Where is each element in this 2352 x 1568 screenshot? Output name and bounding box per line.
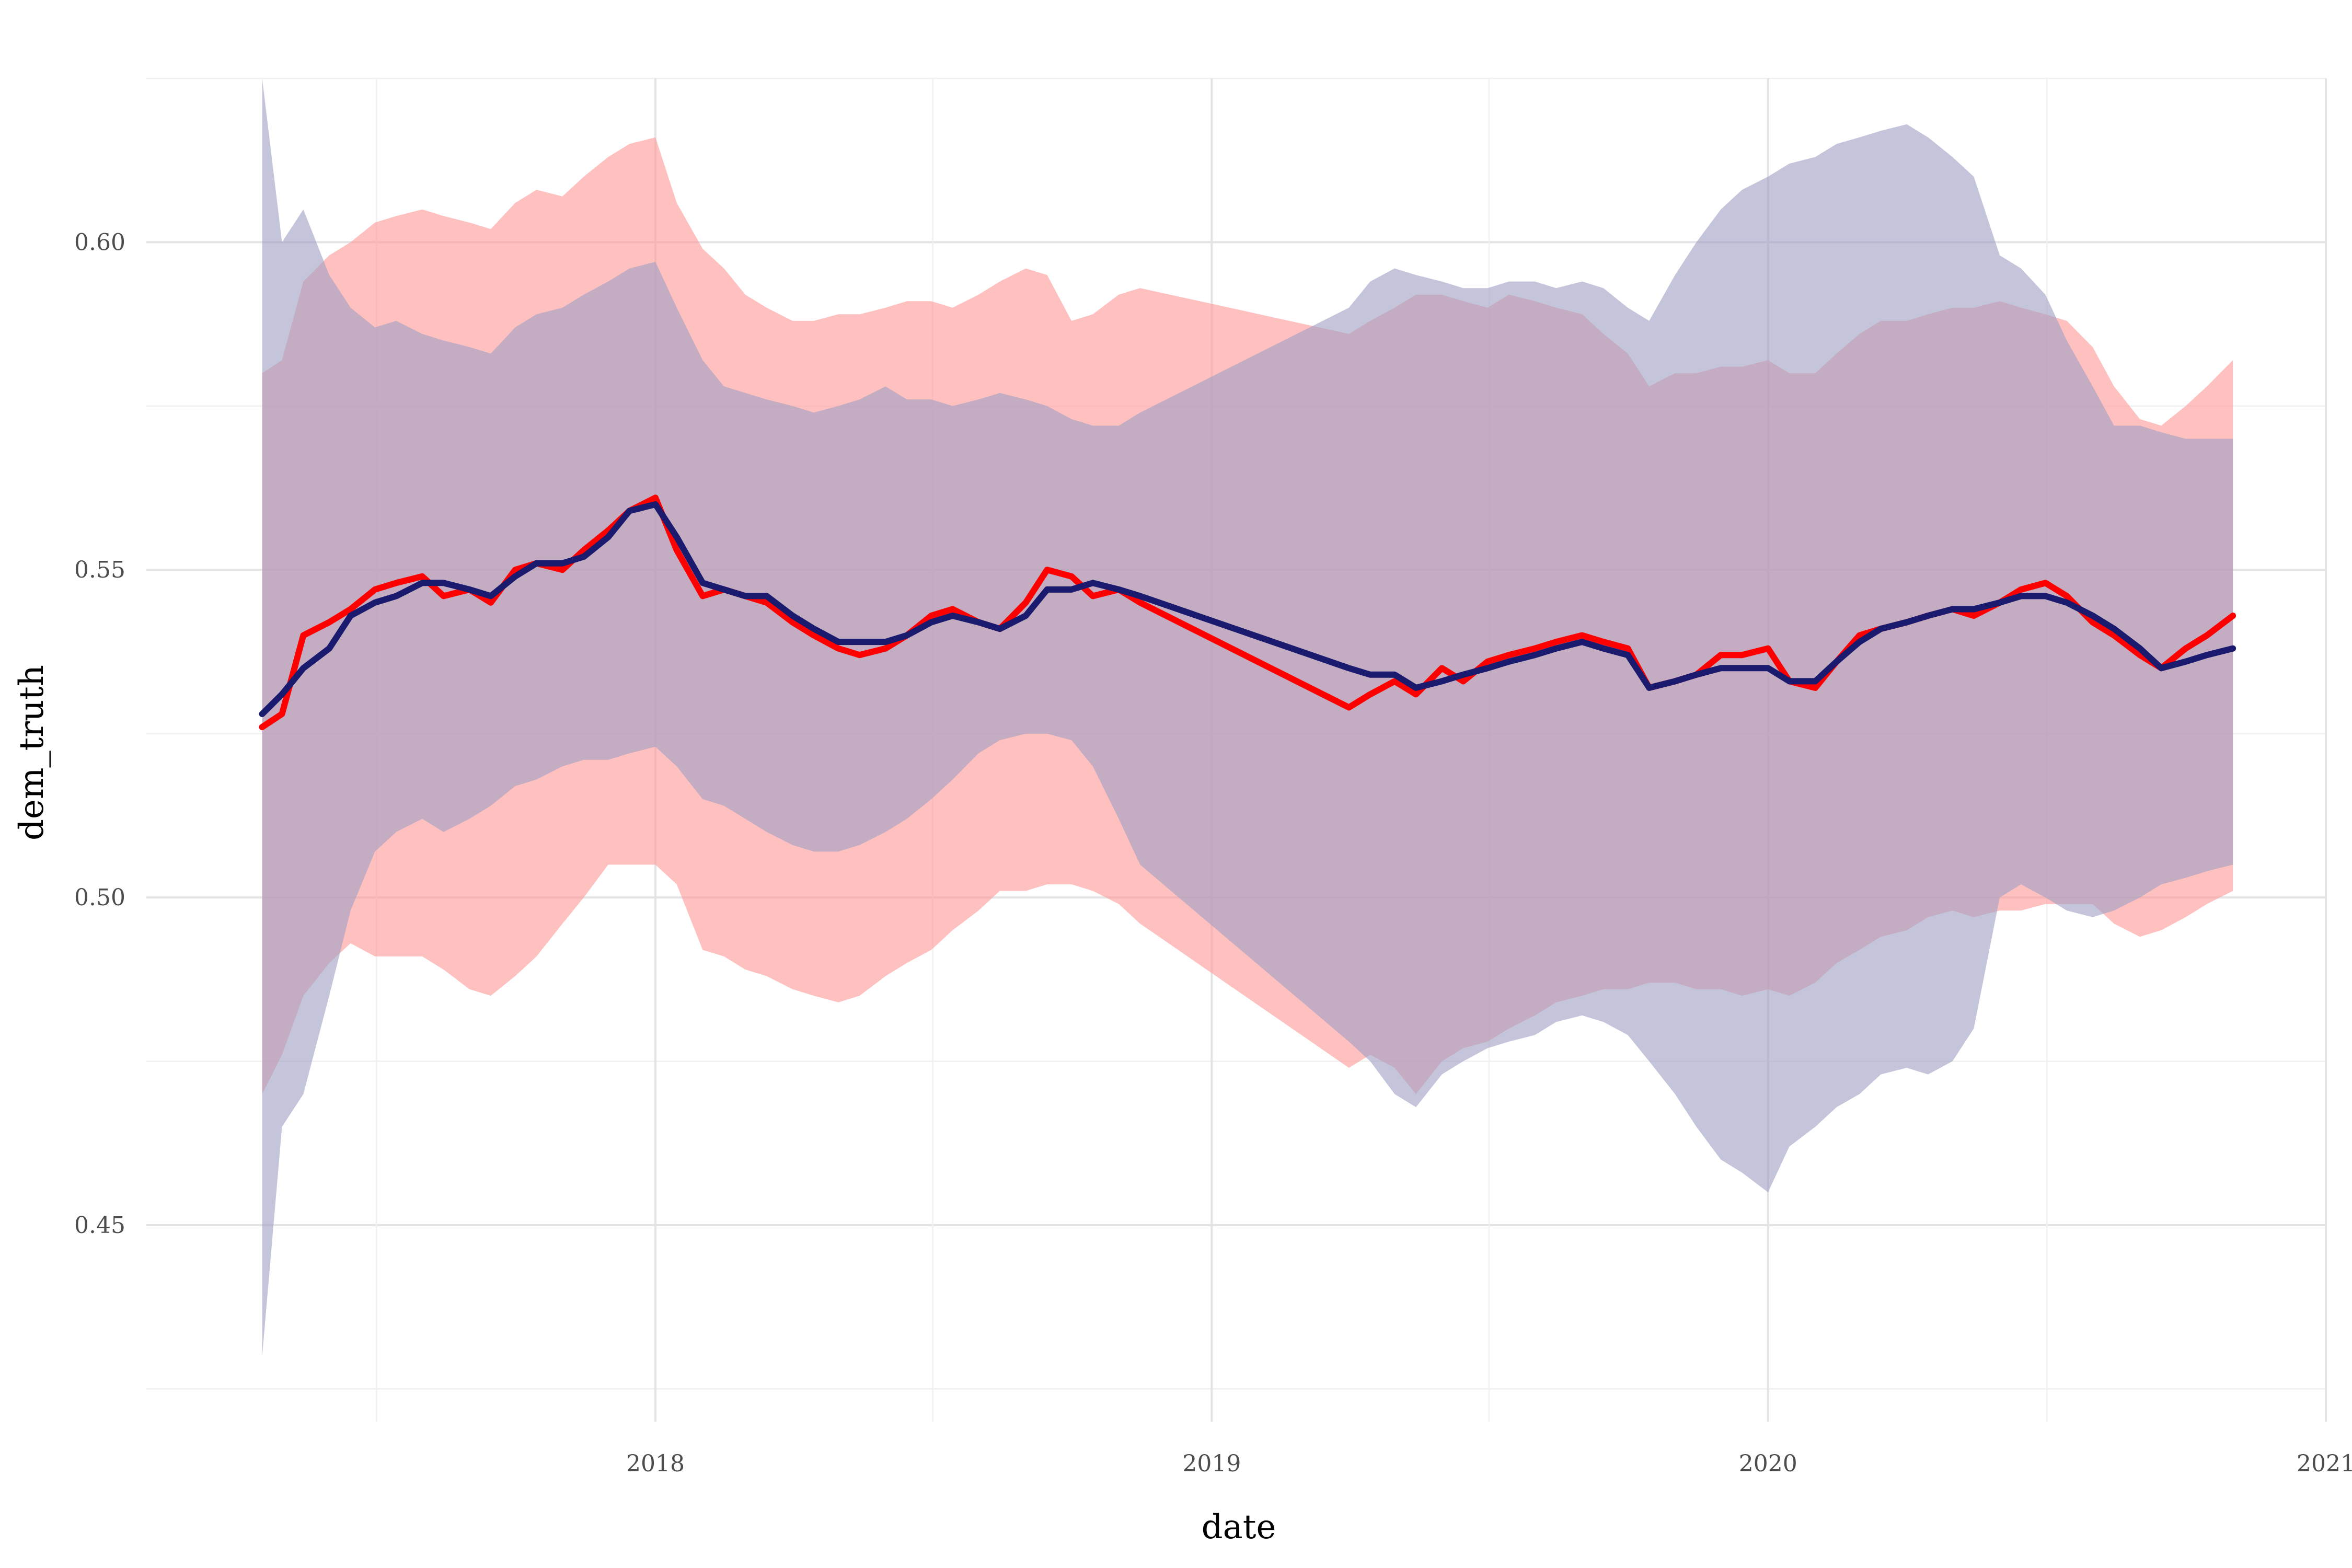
x-tick-label: 2018 <box>626 1450 685 1477</box>
x-tick-label: 2021 <box>2297 1450 2352 1477</box>
y-tick-label: 0.60 <box>74 229 125 256</box>
confidence-ribbon-2 <box>262 78 2233 1356</box>
x-axis-title: date <box>1202 1508 1276 1547</box>
series-line-2 <box>259 501 2236 717</box>
y-tick-label: 0.50 <box>74 884 125 911</box>
x-tick-label: 2020 <box>1739 1450 1797 1477</box>
y-tick-label: 0.45 <box>74 1212 125 1239</box>
confidence-ribbons <box>262 78 2233 1356</box>
y-axis-title: dem_truth <box>13 665 51 840</box>
x-tick-label: 2019 <box>1182 1450 1241 1477</box>
tick-labels: 0.45 0.50 0.55 0.60 2018 2019 2020 2021 <box>74 229 2352 1477</box>
y-tick-label: 0.55 <box>74 557 125 583</box>
series-lines <box>259 494 2236 731</box>
